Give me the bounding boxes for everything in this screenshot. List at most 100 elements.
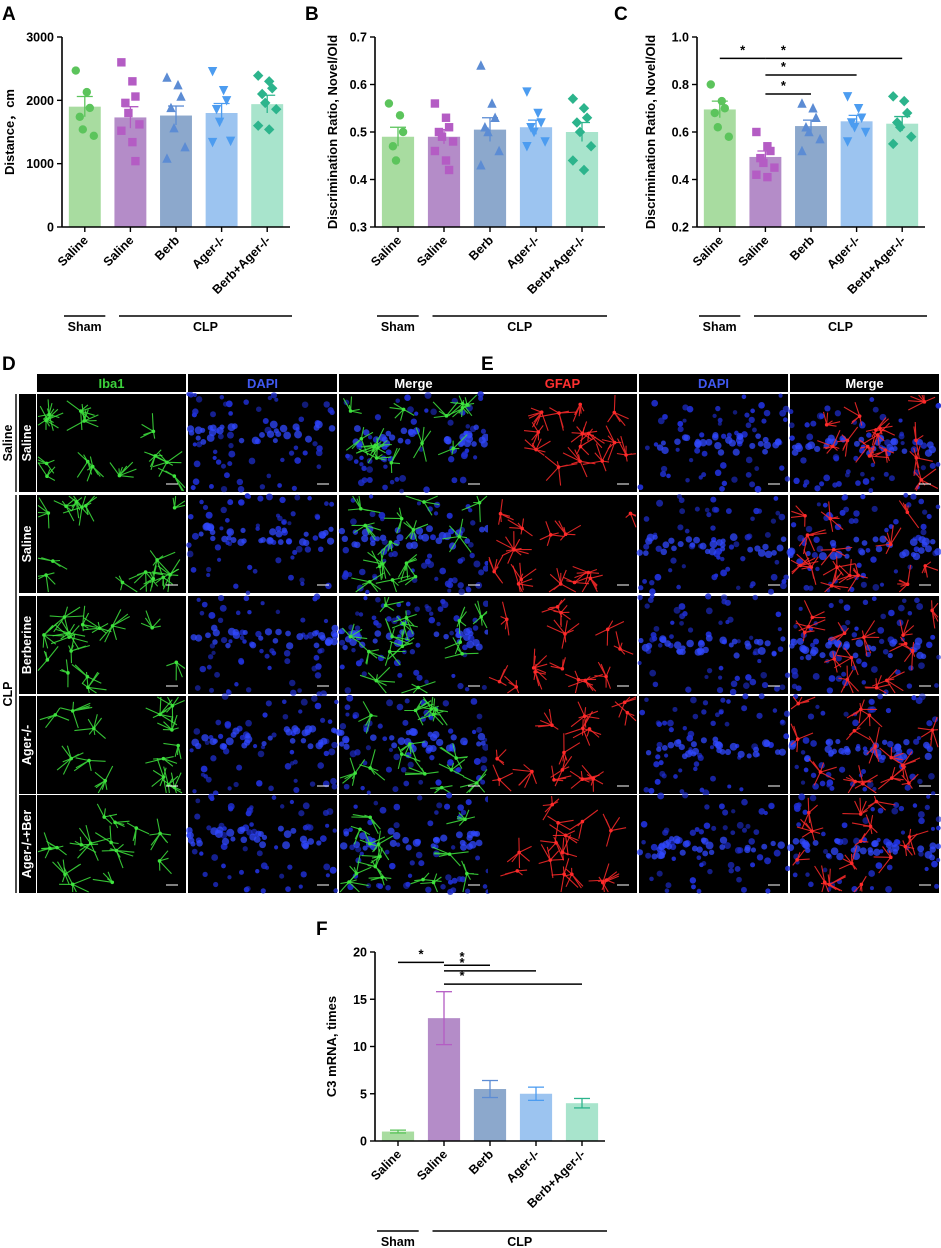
nucleus <box>206 434 215 442</box>
y-tick-label: 0.2 <box>672 221 689 235</box>
nucleus <box>672 835 681 844</box>
nucleus <box>676 738 682 745</box>
nucleus <box>239 734 246 741</box>
nucleus <box>396 534 404 542</box>
nucleus <box>269 528 277 536</box>
cell-body <box>556 465 561 469</box>
group-label-sham: Sham <box>381 1235 415 1248</box>
nucleus <box>718 665 724 671</box>
cell-body <box>110 624 115 628</box>
cell-body <box>560 850 565 855</box>
data-point <box>117 58 126 67</box>
nucleus <box>385 449 392 456</box>
nucleus <box>298 709 303 714</box>
nucleus <box>783 574 789 580</box>
nucleus <box>688 457 694 463</box>
nucleus <box>899 752 908 761</box>
nucleus <box>926 794 931 799</box>
nucleus <box>678 743 685 751</box>
nucleus <box>741 827 747 833</box>
y-tick-label: 10 <box>353 1040 367 1054</box>
cell-process <box>862 422 890 450</box>
nucleus <box>480 428 486 434</box>
cell-process <box>359 749 386 781</box>
nucleus <box>651 853 658 860</box>
cell-body <box>922 400 927 404</box>
nucleus <box>242 846 248 852</box>
nucleus <box>892 849 898 855</box>
cell-process <box>140 413 156 439</box>
nucleus <box>893 802 900 809</box>
nucleus <box>704 507 710 513</box>
group-label-clp: CLP <box>507 320 532 334</box>
nucleus <box>228 806 234 812</box>
nucleus <box>359 568 366 576</box>
nucleus <box>865 547 871 553</box>
nucleus <box>249 642 257 649</box>
nucleus <box>476 741 482 747</box>
cell-process <box>547 815 574 843</box>
nucleus <box>782 417 788 423</box>
nucleus <box>436 802 443 809</box>
nucleus <box>677 524 684 531</box>
nucleus <box>484 560 490 566</box>
nucleus <box>636 549 643 556</box>
data-point <box>815 133 825 144</box>
nucleus <box>910 493 917 500</box>
nucleus <box>774 749 781 755</box>
nucleus <box>740 886 747 893</box>
nucleus <box>242 629 248 636</box>
nucleus <box>294 494 301 501</box>
y-tick-label: 0.6 <box>350 78 367 92</box>
nucleus <box>243 595 250 602</box>
cell-process <box>500 601 510 636</box>
nucleus <box>741 705 748 712</box>
nucleus <box>657 643 663 648</box>
nucleus <box>220 485 228 493</box>
nucleus <box>792 872 798 878</box>
nucleus <box>719 485 725 492</box>
nucleus <box>464 448 470 454</box>
nucleus <box>660 471 667 478</box>
nucleus <box>482 565 490 572</box>
nucleus <box>389 479 395 485</box>
nucleus <box>266 430 275 438</box>
nucleus <box>705 634 713 642</box>
data-point <box>763 142 772 151</box>
x-tick-label: Ager-/- <box>504 1147 542 1185</box>
nucleus <box>348 827 353 833</box>
cell-process <box>795 619 826 632</box>
nucleus <box>402 719 409 726</box>
nucleus <box>379 534 387 542</box>
nucleus <box>789 435 795 441</box>
cell-process <box>572 404 585 422</box>
nucleus <box>264 653 270 659</box>
nucleus <box>748 838 755 845</box>
cell-process <box>527 407 549 431</box>
nucleus <box>843 711 849 717</box>
nucleus <box>460 843 467 851</box>
cell-body <box>874 799 879 804</box>
cell-process <box>109 461 137 478</box>
nucleus <box>302 824 309 831</box>
nucleus <box>289 679 296 687</box>
cell-process <box>899 619 915 636</box>
nucleus <box>465 799 472 806</box>
nucleus <box>714 712 720 718</box>
cell-process <box>82 617 112 634</box>
data-point <box>540 137 550 147</box>
nucleus <box>480 765 487 772</box>
nucleus <box>920 529 927 536</box>
nucleus <box>377 883 384 890</box>
cell-process <box>56 745 84 775</box>
nucleus <box>760 671 767 679</box>
nucleus <box>735 436 744 445</box>
cell-process <box>37 462 56 481</box>
nucleus <box>275 628 282 636</box>
cell-process <box>541 598 566 618</box>
y-tick-label: 3000 <box>26 31 54 45</box>
nucleus <box>867 781 874 788</box>
cell-body <box>151 429 156 434</box>
cell-process <box>342 396 362 414</box>
nucleus <box>312 535 319 541</box>
